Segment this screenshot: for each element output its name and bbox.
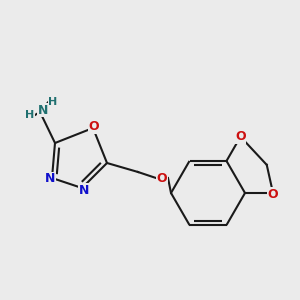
Text: H: H — [26, 110, 34, 120]
Text: O: O — [89, 121, 99, 134]
Text: N: N — [38, 103, 48, 116]
Text: O: O — [235, 130, 246, 143]
Text: N: N — [45, 172, 55, 185]
Text: O: O — [157, 172, 167, 184]
Text: H: H — [48, 97, 58, 107]
Text: N: N — [79, 184, 89, 196]
Text: O: O — [268, 188, 278, 200]
